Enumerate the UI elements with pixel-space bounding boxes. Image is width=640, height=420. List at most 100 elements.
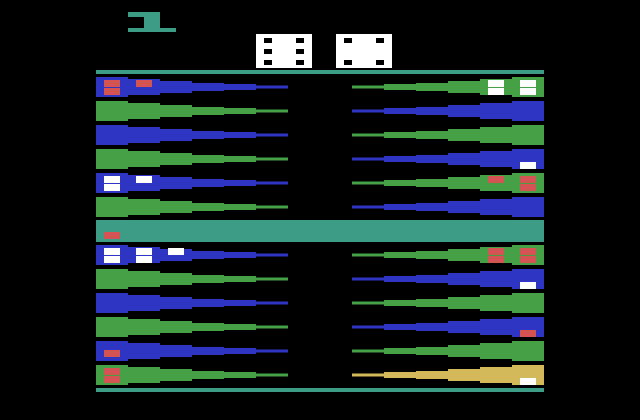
- point-segment: [160, 153, 192, 165]
- white-checker[interactable]: [520, 80, 536, 87]
- point-segment: [480, 151, 512, 167]
- white-checker[interactable]: [136, 176, 152, 183]
- white-checker[interactable]: [136, 248, 152, 255]
- point-segment: [416, 323, 448, 331]
- red-checker[interactable]: [488, 256, 504, 263]
- point-segment: [352, 205, 384, 209]
- point-segment: [384, 252, 416, 258]
- red-checker[interactable]: [520, 176, 536, 183]
- white-checker[interactable]: [104, 256, 120, 263]
- player-indicator-stem: [144, 12, 160, 29]
- point-top-left-6[interactable]: [96, 197, 288, 217]
- bar-checkers[interactable]: [104, 232, 120, 239]
- point-segment: [160, 297, 192, 309]
- point-segment: [192, 131, 224, 139]
- white-checker[interactable]: [520, 88, 536, 95]
- point-segment: [192, 203, 224, 211]
- point-top-right-3[interactable]: [352, 125, 544, 145]
- point-bottom-right-6[interactable]: [352, 365, 544, 385]
- red-checker[interactable]: [488, 176, 504, 183]
- point-segment: [448, 297, 480, 309]
- point-segment: [192, 179, 224, 187]
- red-checker[interactable]: [520, 330, 536, 337]
- point-segment: [192, 155, 224, 163]
- point-segment: [96, 269, 128, 289]
- die-right[interactable]: [336, 34, 392, 68]
- white-checker[interactable]: [168, 248, 184, 255]
- point-bottom-right-1[interactable]: [352, 245, 544, 265]
- point-segment: [224, 156, 256, 162]
- point-top-left-2[interactable]: [96, 101, 288, 121]
- red-checker[interactable]: [520, 248, 536, 255]
- point-top-left-5[interactable]: [96, 173, 288, 193]
- point-bottom-right-3[interactable]: [352, 293, 544, 313]
- point-top-right-2[interactable]: [352, 101, 544, 121]
- point-segment: [416, 179, 448, 187]
- point-bottom-left-5[interactable]: [96, 341, 288, 361]
- point-segment: [160, 105, 192, 117]
- point-segment: [384, 300, 416, 306]
- point-segment: [256, 277, 288, 281]
- point-top-right-4[interactable]: [352, 149, 544, 169]
- red-checker[interactable]: [104, 80, 120, 87]
- point-segment: [160, 81, 192, 93]
- point-bottom-right-4[interactable]: [352, 317, 544, 337]
- white-checker[interactable]: [520, 378, 536, 385]
- white-checker[interactable]: [488, 80, 504, 87]
- white-checker[interactable]: [104, 184, 120, 191]
- red-checker[interactable]: [104, 232, 120, 239]
- point-bottom-left-3[interactable]: [96, 293, 288, 313]
- red-checker[interactable]: [104, 350, 120, 357]
- point-segment: [192, 347, 224, 355]
- point-bottom-left-6[interactable]: [96, 365, 288, 385]
- red-checker[interactable]: [488, 248, 504, 255]
- point-top-left-1[interactable]: [96, 77, 288, 97]
- point-segment: [448, 177, 480, 189]
- red-checker[interactable]: [136, 80, 152, 87]
- point-top-left-3[interactable]: [96, 125, 288, 145]
- point-bottom-left-2[interactable]: [96, 269, 288, 289]
- point-segment: [512, 293, 544, 313]
- point-bottom-left-1[interactable]: [96, 245, 288, 265]
- point-bottom-right-5[interactable]: [352, 341, 544, 361]
- point-segment: [352, 181, 384, 185]
- point-segment: [96, 125, 128, 145]
- white-checker[interactable]: [104, 248, 120, 255]
- white-checker[interactable]: [136, 256, 152, 263]
- board-bar[interactable]: [96, 220, 544, 242]
- red-checker[interactable]: [104, 376, 120, 383]
- white-checker[interactable]: [104, 176, 120, 183]
- point-bottom-right-2[interactable]: [352, 269, 544, 289]
- point-top-right-1[interactable]: [352, 77, 544, 97]
- board: [96, 70, 544, 392]
- white-checker[interactable]: [520, 162, 536, 169]
- point-segment: [448, 201, 480, 213]
- point-segment: [224, 132, 256, 138]
- point-top-left-4[interactable]: [96, 149, 288, 169]
- point-segment: [384, 108, 416, 114]
- point-segment: [256, 325, 288, 329]
- point-segment: [224, 372, 256, 378]
- point-top-right-5[interactable]: [352, 173, 544, 193]
- red-checker[interactable]: [520, 256, 536, 263]
- point-bottom-left-4[interactable]: [96, 317, 288, 337]
- red-checker[interactable]: [104, 368, 120, 375]
- point-segment: [128, 295, 160, 311]
- hud: [128, 12, 392, 68]
- die-left[interactable]: [256, 34, 312, 68]
- point-segment: [352, 277, 384, 281]
- red-checker[interactable]: [104, 88, 120, 95]
- point-segment: [224, 84, 256, 90]
- point-top-right-6[interactable]: [352, 197, 544, 217]
- point-segment: [416, 299, 448, 307]
- point-segment: [160, 345, 192, 357]
- red-checker[interactable]: [520, 184, 536, 191]
- point-segment: [160, 129, 192, 141]
- point-segment: [192, 251, 224, 259]
- point-segment: [416, 83, 448, 91]
- white-checker[interactable]: [488, 88, 504, 95]
- point-segment: [256, 373, 288, 377]
- point-segment: [448, 153, 480, 165]
- white-checker[interactable]: [520, 282, 536, 289]
